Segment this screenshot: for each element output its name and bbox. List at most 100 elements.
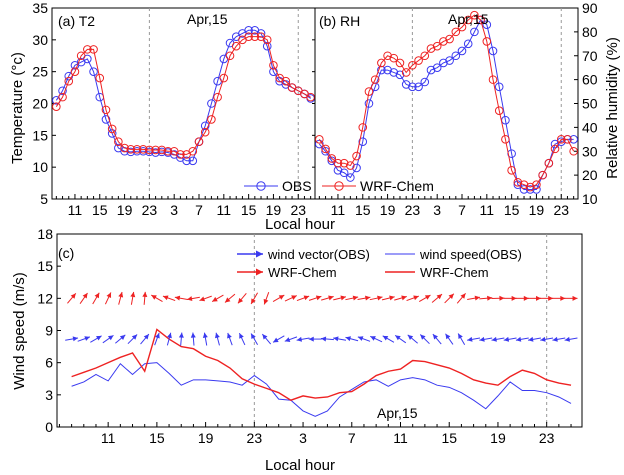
- x-tick-label: 7: [195, 202, 203, 218]
- wind-vector-head-model: [174, 295, 181, 301]
- y-tick-label: 15: [32, 127, 48, 143]
- data-point-model: [83, 45, 92, 54]
- data-point-obs: [494, 82, 504, 92]
- x-tick-label: 23: [290, 202, 306, 218]
- wind-vector-head-model: [130, 291, 136, 298]
- wind-vector-head-obs: [528, 336, 534, 342]
- data-point-model: [194, 137, 204, 146]
- wind-vector-head-obs: [420, 334, 426, 340]
- wind-vector-head-model: [548, 295, 554, 301]
- x-tick-label: 3: [299, 430, 307, 446]
- wind-vector-head-model: [511, 295, 517, 301]
- legend-model-marker: [334, 181, 344, 191]
- data-point-model: [538, 170, 547, 180]
- series-line-obs: [55, 29, 311, 162]
- wind-vector-head-obs: [227, 332, 232, 339]
- wind-vector-head-obs: [178, 332, 184, 338]
- data-point-model: [401, 68, 411, 77]
- data-point-obs: [519, 185, 529, 194]
- panel-c-date: Apr,15: [377, 405, 418, 421]
- data-point-model: [219, 73, 229, 83]
- wind-vector-head-obs: [333, 336, 339, 342]
- data-point-obs: [244, 25, 253, 35]
- data-point-obs: [182, 156, 191, 166]
- x-tick-label: 23: [539, 430, 555, 446]
- data-point-obs: [364, 99, 374, 108]
- data-point-model: [389, 53, 399, 63]
- x-tick-label: 15: [441, 430, 457, 446]
- x-tick-label: 19: [529, 202, 545, 218]
- data-point-model: [352, 151, 361, 161]
- wind-vector-head-model: [424, 295, 431, 300]
- data-point-model: [163, 146, 173, 156]
- legend-top: OBS WRF-Chem: [244, 178, 434, 194]
- data-point-model: [532, 180, 541, 189]
- data-point-model: [200, 127, 210, 137]
- data-point-model: [432, 41, 442, 51]
- wind-vector-head-obs: [131, 334, 138, 340]
- y-tick-label: 18: [37, 226, 53, 242]
- data-point-model: [476, 15, 485, 25]
- series-line-model: [55, 36, 311, 155]
- x-tick-label: 23: [405, 202, 421, 218]
- data-point-model: [138, 145, 148, 154]
- wind-vector-head-obs: [96, 335, 102, 341]
- data-point-model: [58, 92, 67, 102]
- x-tick-label: 15: [92, 202, 108, 218]
- y-tick-label: 80: [582, 24, 598, 40]
- data-point-model: [101, 105, 111, 115]
- data-point-model: [426, 44, 436, 53]
- y-tick-label: 5: [40, 191, 48, 207]
- x-tick-label: 15: [149, 430, 165, 446]
- x-tick-label: 23: [247, 430, 263, 446]
- wind-vector-head-model: [377, 295, 383, 301]
- wind-vector-head-model: [535, 295, 541, 301]
- data-point-model: [281, 76, 291, 86]
- data-point-model: [346, 161, 355, 170]
- data-point-model: [157, 145, 167, 155]
- x-tick-label: 15: [355, 202, 371, 218]
- wind-vector-head-model: [560, 295, 566, 301]
- data-point-obs: [269, 67, 278, 76]
- wind-vector-head-obs: [407, 334, 414, 341]
- y-tick-label: 15: [37, 258, 53, 274]
- data-point-model: [488, 75, 498, 84]
- x-tick-label: 11: [393, 430, 408, 446]
- y-tick-label: 30: [32, 32, 48, 48]
- wind-vector-head-obs: [552, 336, 558, 342]
- data-point-model: [333, 158, 343, 168]
- panel-a: 5 10 15 20 25 30 35 11 15 19 23 3 7 11 15 19 23: [32, 0, 316, 218]
- panel-b-label: (b) RH: [319, 13, 360, 29]
- data-point-obs: [383, 65, 392, 75]
- wind-vector-head-obs: [540, 336, 546, 342]
- data-point-model: [306, 92, 315, 102]
- y-tick-label: 0: [45, 419, 53, 435]
- series-line-model: [318, 14, 575, 188]
- wind-vector-head-model: [118, 292, 124, 298]
- data-point-model: [507, 166, 516, 175]
- y-tick-label: 90: [582, 0, 598, 16]
- data-point-model: [451, 27, 461, 37]
- x-tick-label: 19: [198, 430, 214, 446]
- data-point-obs: [432, 63, 442, 72]
- data-point-model: [569, 146, 578, 156]
- data-point-model: [519, 180, 529, 189]
- data-point-model: [207, 115, 216, 124]
- x-tick-label: 19: [266, 202, 282, 218]
- data-point-model: [457, 22, 467, 32]
- wind-vector-head-obs: [143, 334, 149, 340]
- data-point-obs: [426, 65, 436, 75]
- wind-vector-head-obs: [395, 335, 401, 341]
- data-point-obs: [488, 46, 498, 56]
- data-point-obs: [395, 70, 405, 80]
- y-tick-label: 3: [45, 387, 53, 403]
- data-point-model: [501, 135, 510, 144]
- data-point-model: [550, 144, 560, 154]
- data-point-model: [151, 145, 160, 155]
- data-point-obs: [556, 137, 566, 146]
- y-tick-label: 50: [582, 96, 598, 112]
- y-tick-label: 12: [37, 290, 53, 306]
- data-point-obs: [445, 56, 454, 65]
- legend-model-label: WRF-Chem: [360, 178, 434, 194]
- data-point-model: [250, 32, 260, 41]
